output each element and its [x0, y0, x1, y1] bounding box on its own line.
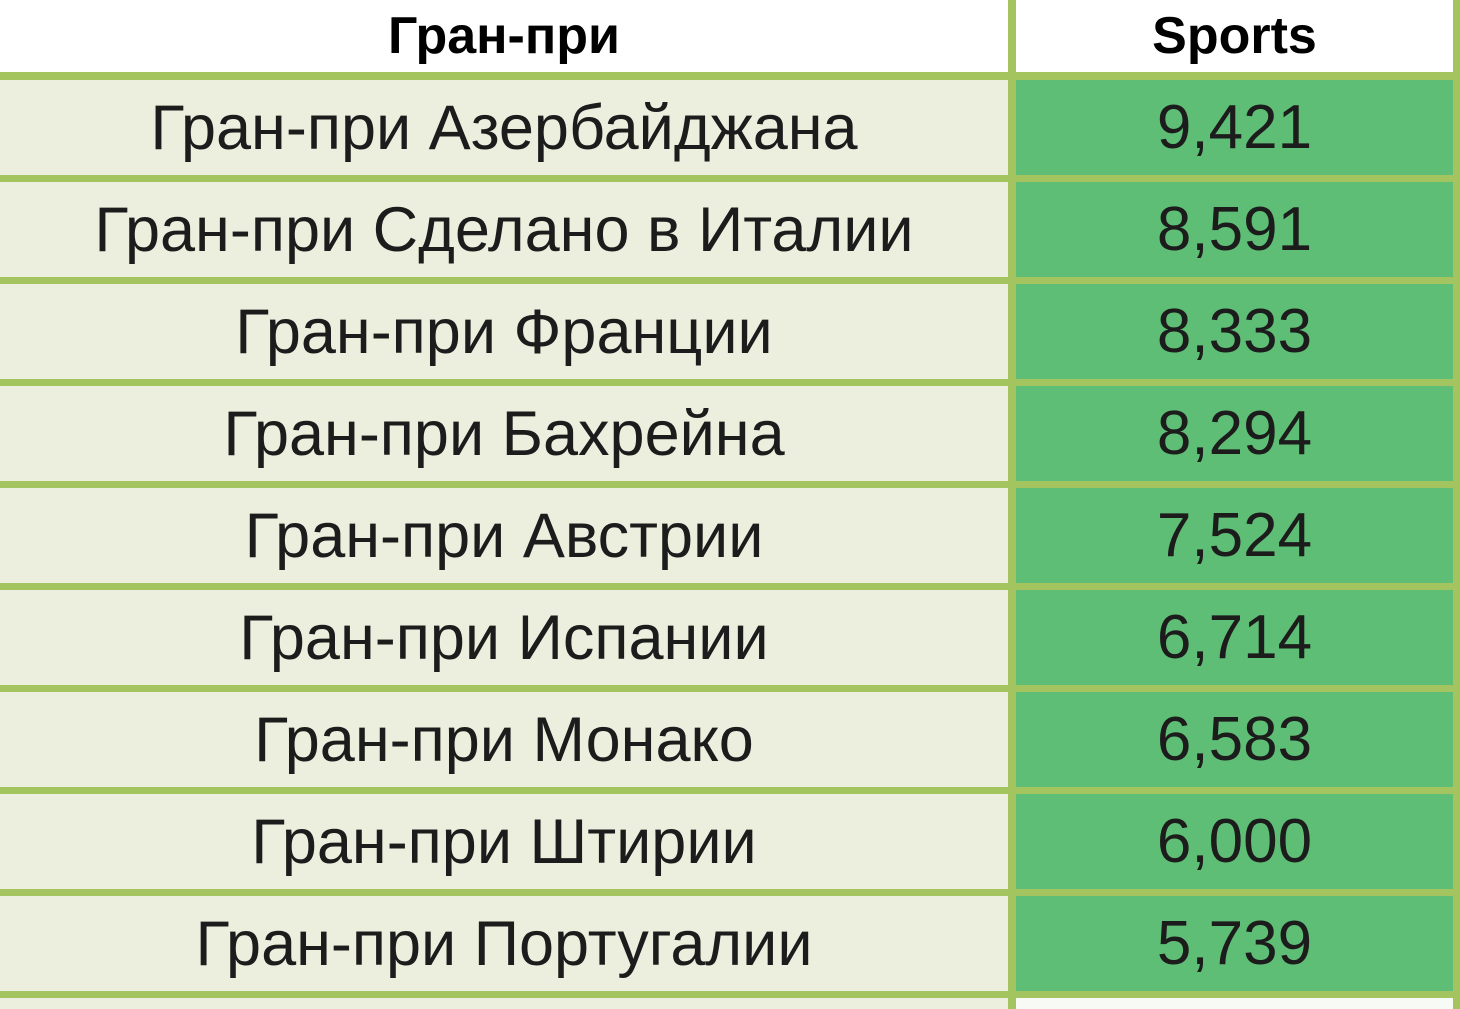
grand-prix-name-cell[interactable]: Гран-при Бахрейна [0, 386, 1016, 481]
sports-value-cell[interactable]: 6,000 [1016, 794, 1460, 889]
table-row: Гран-при Испании 6,714 [0, 590, 1460, 692]
sports-value-cell[interactable]: 6,583 [1016, 692, 1460, 787]
grand-prix-name-cell[interactable]: Гран-при Испании [0, 590, 1016, 685]
table-row: Гран-при Штирии 6,000 [0, 794, 1460, 896]
table-row: Гран-при Бахрейна 8,294 [0, 386, 1460, 488]
table-row: Гран-при Франции 8,333 [0, 284, 1460, 386]
grand-prix-name-cell[interactable]: Гран-при Португалии [0, 896, 1016, 991]
sports-value-cell[interactable]: 7,524 [1016, 488, 1460, 583]
table-row: Гран-при Сделано в Италии 8,591 [0, 182, 1460, 284]
grand-prix-name-cell[interactable]: Гран-при Монако [0, 692, 1016, 787]
table-row-partial [0, 998, 1460, 1009]
sports-value-cell[interactable]: 8,294 [1016, 386, 1460, 481]
sports-value-cell [1016, 998, 1460, 1009]
grand-prix-name-cell[interactable]: Гран-при Австрии [0, 488, 1016, 583]
table-row: Гран-при Австрии 7,524 [0, 488, 1460, 590]
column-header-sports[interactable]: Sports [1016, 0, 1460, 72]
grand-prix-name-cell [0, 998, 1016, 1009]
sports-value-cell[interactable]: 9,421 [1016, 80, 1460, 175]
table-row: Гран-при Монако 6,583 [0, 692, 1460, 794]
table-row: Гран-при Азербайджана 9,421 [0, 80, 1460, 182]
grand-prix-name-cell[interactable]: Гран-при Штирии [0, 794, 1016, 889]
sports-value-cell[interactable]: 8,333 [1016, 284, 1460, 379]
sports-value-cell[interactable]: 8,591 [1016, 182, 1460, 277]
table-header-row: Гран-при Sports [0, 0, 1460, 80]
column-header-gran-pri[interactable]: Гран-при [0, 0, 1016, 72]
sports-value-cell[interactable]: 6,714 [1016, 590, 1460, 685]
grand-prix-name-cell[interactable]: Гран-при Сделано в Италии [0, 182, 1016, 277]
table-row: Гран-при Португалии 5,739 [0, 896, 1460, 998]
sports-value-cell[interactable]: 5,739 [1016, 896, 1460, 991]
grand-prix-name-cell[interactable]: Гран-при Азербайджана [0, 80, 1016, 175]
grand-prix-name-cell[interactable]: Гран-при Франции [0, 284, 1016, 379]
